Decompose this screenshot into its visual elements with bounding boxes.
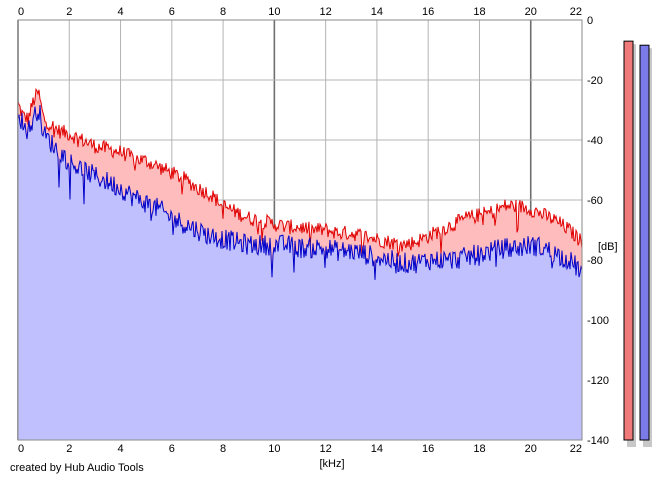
- x-tick-label-top: 14: [371, 6, 383, 18]
- x-tick-label-top: 6: [169, 6, 175, 18]
- y-tick-label: 0: [587, 15, 593, 27]
- left-channel-line: [17, 87, 583, 257]
- x-tick-label-top: 8: [220, 6, 226, 18]
- x-tick-label-bottom: 0: [18, 443, 24, 455]
- y-tick-labels: 0 -20 -40 -60 -80 -100 -120 -140: [587, 15, 609, 447]
- x-tick-label-top: 16: [422, 6, 434, 18]
- y-tick-label: -120: [587, 375, 609, 387]
- x-tick-label-bottom: 2: [66, 443, 72, 455]
- x-tick-label-bottom: 12: [320, 443, 332, 455]
- x-tick-label-top: 4: [117, 6, 123, 18]
- x-tick-label-bottom: 14: [371, 443, 383, 455]
- credit-text: created by Hub Audio Tools: [10, 462, 144, 474]
- x-tick-label-bottom: 16: [422, 443, 434, 455]
- x-tick-label-top: 0: [18, 6, 24, 18]
- left-level-meter: [623, 40, 634, 441]
- y-tick-label: -60: [587, 195, 603, 207]
- x-tick-labels-bottom: 0 2 4 6 8 10 12 14 16 18 20 22: [18, 443, 582, 455]
- x-axis-label: [kHz]: [319, 458, 344, 470]
- spectrum-lines: [17, 87, 583, 280]
- x-tick-label-top: 20: [525, 6, 537, 18]
- y-tick-label: -80: [587, 255, 603, 267]
- x-tick-label-top: 18: [473, 6, 485, 18]
- right-channel-line: [17, 104, 583, 280]
- right-level-meter: [639, 44, 650, 441]
- x-tick-label-top: 12: [320, 6, 332, 18]
- y-tick-label: -100: [587, 315, 609, 327]
- x-tick-label-top: 10: [268, 6, 280, 18]
- x-tick-label-bottom: 10: [268, 443, 280, 455]
- y-tick-label: -140: [587, 435, 609, 447]
- level-meters: [623, 40, 652, 448]
- x-tick-label-bottom: 18: [473, 443, 485, 455]
- x-tick-label-top: 22: [570, 6, 582, 18]
- x-tick-label-bottom: 8: [220, 443, 226, 455]
- spectrum-areas: [18, 89, 582, 441]
- y-axis-label: [dB]: [598, 241, 618, 253]
- right-channel-area: [18, 105, 582, 440]
- plot-frame: [17, 19, 583, 441]
- x-tick-label-bottom: 4: [117, 443, 123, 455]
- y-tick-label: -40: [587, 135, 603, 147]
- x-tick-labels-top: 0 2 4 6 8 10 12 14 16 18 20 22: [18, 6, 582, 18]
- x-tick-label-top: 2: [66, 6, 72, 18]
- x-tick-label-bottom: 6: [169, 443, 175, 455]
- x-tick-label-bottom: 20: [525, 443, 537, 455]
- x-tick-label-bottom: 22: [570, 443, 582, 455]
- y-tick-label: -20: [587, 75, 603, 87]
